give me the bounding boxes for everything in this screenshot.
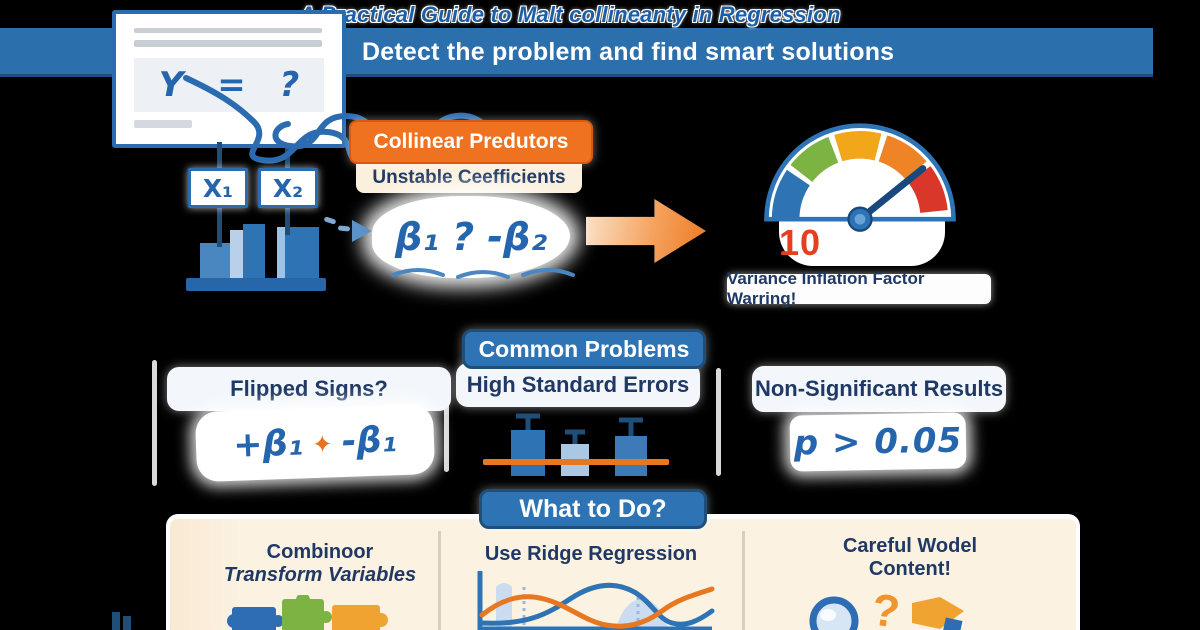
solution-title-line: Use Ridge Regression [484, 543, 698, 565]
puzzle-pieces-icon [227, 595, 388, 630]
unstable-coefficients-banner: Unstable Ceefficients [356, 162, 582, 193]
header-subtitle: Detect the problem and find smart soluti… [362, 38, 895, 66]
x2-label: X₂ [272, 173, 304, 203]
solution-title-line: Careful Wodel [842, 535, 978, 557]
solution-combine-transform: Combinoor Transform Variables [200, 541, 440, 587]
solution-careful-model: Careful Wodel Content! [770, 535, 1050, 581]
solutions-panel: Combinoor Transform Variables Use Ridge … [166, 514, 1080, 630]
divider [152, 360, 157, 486]
whiteboard-illustration: Y = ? [112, 10, 346, 148]
unstable-banner-label: Unstable Ceefficients [372, 166, 566, 188]
solution-title-line: Content! [868, 558, 952, 580]
bar-chart-bar [243, 224, 265, 281]
problem-title: High Standard Errors [466, 372, 690, 397]
whiteboard-text-line [134, 40, 322, 47]
what-to-do-banner: What to Do? [479, 489, 707, 529]
minus-beta: -β₁ [341, 420, 398, 463]
collinear-predictors-banner: Collinear Predutors [349, 120, 593, 164]
problem-title: Flipped Signs? [230, 376, 388, 401]
problem-title: Non-Significant Results [754, 376, 1004, 401]
vif-caption-banner: Variance Inflation Factor Warring! [727, 269, 991, 308]
divider [716, 368, 721, 476]
what-to-do-label: What to Do? [519, 494, 667, 523]
divider [438, 531, 441, 630]
x1-card: X₁ [188, 168, 248, 208]
error-bars-icon [483, 413, 669, 476]
bar-chart-base [186, 278, 326, 291]
connector-stick [285, 205, 290, 235]
document-arrow-icon [912, 597, 964, 630]
bar-chart-bar [277, 227, 319, 281]
dash-line [323, 216, 337, 225]
mini-bar [112, 612, 120, 630]
solution-title-line: Transform Variables [223, 564, 417, 586]
vif-caption-label: Variance Inflation Factor Warring! [727, 269, 925, 308]
x1-label: X₁ [202, 173, 234, 203]
problem-non-significant: Non-Significant Results [752, 366, 1006, 412]
divider [444, 374, 449, 472]
p-value-box: p > 0.05 [789, 412, 967, 472]
mini-bar [123, 616, 131, 630]
dash-line [337, 225, 351, 232]
orange-arrow-icon [586, 199, 706, 263]
collinear-banner-label: Collinear Predutors [373, 130, 569, 153]
question-mark-icon: ? [868, 583, 903, 630]
flip-arrow-icon: ✦ [311, 430, 334, 460]
whiteboard-text-line [134, 28, 322, 33]
wave-strokes-icon [391, 268, 575, 279]
solution-ridge-regression: Use Ridge Regression [460, 543, 722, 566]
p-value: p > 0.05 [793, 420, 963, 464]
common-problems-label: Common Problems [478, 335, 690, 362]
magnifier-icon [809, 596, 859, 630]
solution-title-line: Combinoor [266, 541, 374, 563]
problem-high-standard-errors: High Standard Errors [456, 363, 700, 407]
whiteboard-text-line [134, 120, 192, 128]
page-title: A Practical Guide to Malt collineanty in… [299, 2, 841, 27]
problem-flipped-signs: Flipped Signs? [167, 367, 451, 411]
connector-stick [217, 142, 222, 170]
common-problems-banner: Common Problems [462, 329, 706, 369]
vif-gauge-icon [764, 123, 956, 232]
connector-stick [217, 205, 222, 247]
flipped-signs-cloud: +β₁ ✦ -β₁ [194, 403, 436, 483]
divider [742, 531, 745, 630]
ridge-regression-chart-icon [477, 571, 715, 630]
plus-beta: +β₁ [232, 423, 304, 466]
small-blue-arrow-icon [352, 220, 372, 242]
x2-card: X₂ [258, 168, 318, 208]
unstable-beta-cloud: β₁ ? -β₂ [372, 196, 570, 278]
beta-equation: β₁ ? -β₂ [395, 215, 547, 259]
